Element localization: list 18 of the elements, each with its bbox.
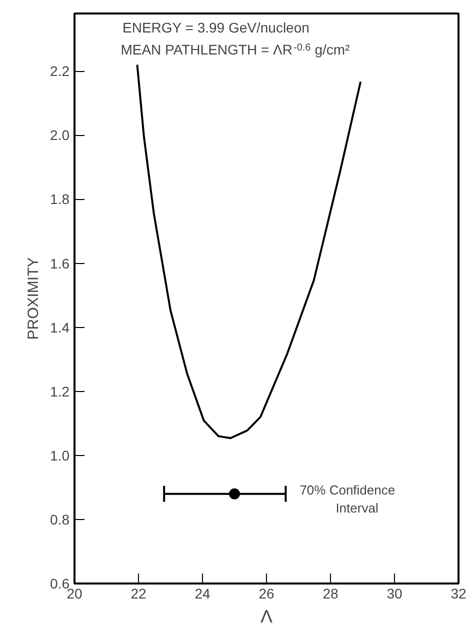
- y-axis-title: PROXIMITY: [25, 257, 42, 340]
- y-tick-label: 2.0: [50, 127, 70, 144]
- x-tick-label: 30: [386, 586, 402, 602]
- x-axis-title: Λ: [260, 606, 273, 626]
- annotation: ENERGY = 3.99 GeV/nucleon: [122, 20, 310, 36]
- x-tick-label: 22: [130, 586, 146, 602]
- y-tick-label: 1.0: [50, 447, 70, 464]
- y-tick-label: 1.8: [50, 191, 70, 208]
- y-tick-label: 0.8: [50, 511, 70, 528]
- x-tick-label: 26: [258, 586, 274, 602]
- y-tick-label: 1.2: [50, 383, 70, 400]
- x-tick-label: 24: [194, 586, 210, 602]
- y-tick-label: 2.2: [50, 63, 70, 80]
- x-tick-label: 32: [450, 586, 466, 602]
- annotation: 70% Confidence Interval: [300, 482, 396, 516]
- y-tick-label: 1.4: [50, 319, 70, 336]
- y-tick-label: 1.6: [50, 255, 70, 272]
- x-tick-label: 28: [322, 586, 338, 602]
